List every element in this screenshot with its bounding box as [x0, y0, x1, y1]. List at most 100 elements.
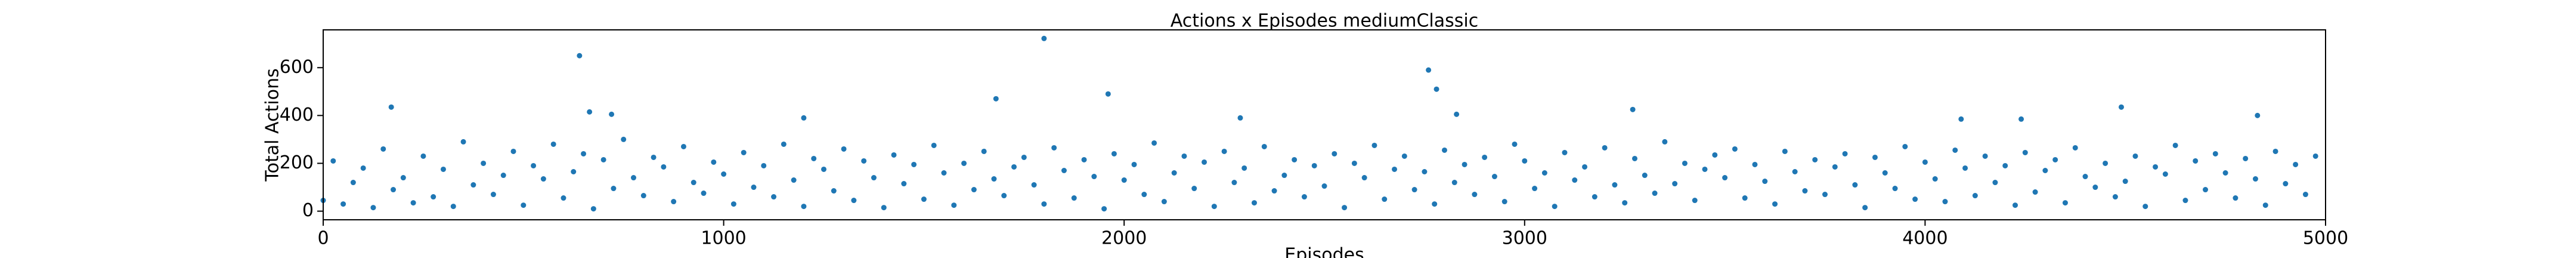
- point: [1231, 180, 1237, 186]
- point: [2212, 150, 2218, 156]
- point: [1121, 177, 1127, 183]
- point: [1652, 191, 1658, 196]
- point: [388, 104, 394, 110]
- point: [1361, 175, 1367, 181]
- point: [1631, 155, 1637, 161]
- x-tick-label: 0: [317, 228, 329, 249]
- point: [1401, 153, 1407, 159]
- point: [1491, 174, 1497, 180]
- point: [587, 109, 593, 115]
- point: [1682, 160, 1688, 166]
- point: [1822, 192, 1828, 198]
- point: [1712, 152, 1718, 158]
- point: [2293, 161, 2299, 167]
- point: [991, 176, 997, 182]
- point: [2082, 174, 2088, 180]
- point: [871, 175, 877, 181]
- point: [2122, 179, 2128, 185]
- point: [1982, 153, 1988, 159]
- point: [400, 175, 406, 181]
- point: [2312, 153, 2318, 159]
- point: [1662, 139, 1668, 145]
- x-tick-label: 3000: [1502, 228, 1547, 249]
- x-tick-label: 5000: [2303, 228, 2348, 249]
- point: [360, 165, 366, 171]
- y-tick-label: 0: [302, 200, 314, 221]
- chart-title: Actions x Episodes mediumClassic: [1171, 11, 1478, 32]
- point: [1742, 195, 1748, 201]
- point: [1582, 164, 1588, 170]
- point: [1202, 159, 1208, 165]
- point: [730, 201, 736, 207]
- point: [711, 159, 717, 165]
- point: [2042, 167, 2048, 173]
- point: [971, 187, 977, 193]
- point: [2052, 156, 2058, 162]
- point: [2018, 116, 2024, 122]
- point: [2162, 171, 2168, 177]
- point: [1562, 149, 1568, 155]
- point: [1722, 175, 1728, 181]
- point: [2233, 195, 2238, 201]
- point: [1281, 173, 1287, 179]
- point: [993, 96, 999, 102]
- x-tick-label: 2000: [1101, 228, 1147, 249]
- point: [2072, 145, 2078, 150]
- point: [1011, 164, 1017, 170]
- point: [431, 194, 436, 200]
- point: [340, 201, 346, 207]
- point: [2118, 104, 2124, 110]
- point: [1271, 188, 1277, 194]
- point: [391, 187, 397, 193]
- point: [481, 160, 487, 166]
- point: [410, 200, 416, 206]
- point: [490, 192, 496, 198]
- point: [981, 148, 987, 154]
- point: [1912, 196, 1918, 202]
- point: [1351, 160, 1357, 166]
- point: [801, 204, 807, 210]
- point: [1892, 186, 1898, 192]
- point: [1572, 177, 1578, 183]
- plot-frame: [323, 29, 2326, 220]
- point: [1552, 204, 1558, 210]
- point: [861, 158, 867, 164]
- point: [911, 161, 917, 167]
- point: [640, 193, 646, 199]
- point: [1191, 186, 1197, 192]
- point: [350, 180, 356, 186]
- point: [2022, 149, 2028, 155]
- point: [961, 160, 967, 166]
- point: [1422, 168, 1428, 174]
- point: [1622, 200, 1628, 206]
- point: [1301, 194, 1307, 200]
- point: [721, 171, 727, 177]
- point: [791, 177, 797, 183]
- point: [1752, 161, 1758, 167]
- point: [1091, 174, 1097, 180]
- point: [1832, 164, 1838, 170]
- point: [609, 111, 615, 117]
- point: [1382, 196, 1388, 202]
- point: [761, 162, 767, 168]
- point: [1105, 91, 1111, 97]
- point: [1612, 182, 1618, 188]
- point: [2092, 185, 2098, 191]
- point: [1451, 180, 1457, 186]
- point: [380, 146, 386, 152]
- point: [470, 182, 476, 188]
- point: [1061, 167, 1067, 173]
- point: [651, 154, 657, 160]
- y-tick-label: 600: [280, 57, 314, 78]
- point: [1392, 166, 1398, 172]
- point: [2193, 158, 2199, 164]
- point: [1292, 156, 1298, 162]
- point: [440, 166, 446, 172]
- point: [2203, 187, 2209, 193]
- point: [1433, 86, 1439, 92]
- point: [2032, 189, 2038, 195]
- point: [531, 162, 537, 168]
- y-axis-label: Total Actions: [262, 68, 283, 182]
